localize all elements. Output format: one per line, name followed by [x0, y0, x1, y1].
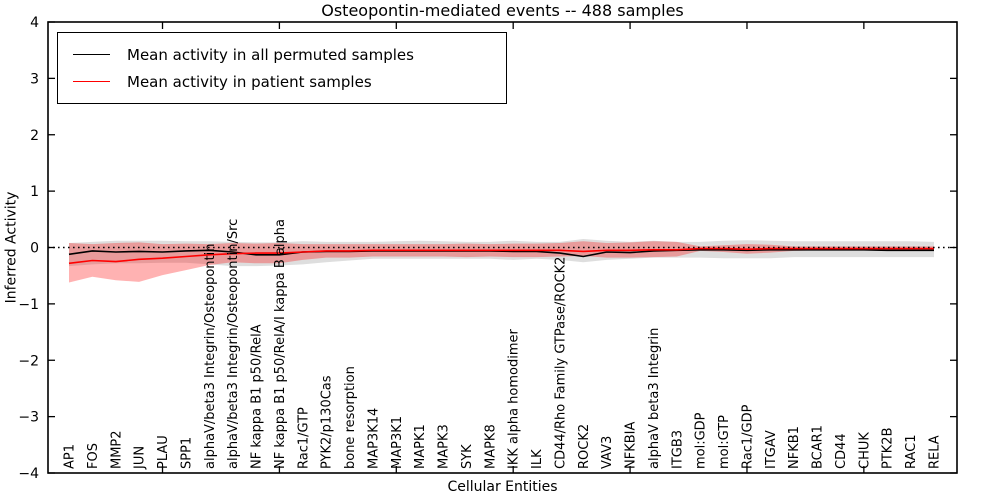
y-tick-label: 1 [30, 184, 39, 200]
x-tick-label: NFKB1 [787, 426, 802, 469]
x-tick-label: MAPK1 [413, 424, 428, 469]
x-tick-label: alphaV/beta3 Integrin/Osteopontin/Src [226, 219, 241, 469]
x-tick-label: CD44 [834, 433, 849, 469]
y-tick-label: −1 [18, 297, 39, 313]
patient-line-swatch [73, 81, 110, 82]
patient-mean-line [68, 247, 934, 265]
chart-title: Osteopontin-mediated events -- 488 sampl… [321, 1, 684, 20]
y-tick-label: 3 [30, 71, 39, 87]
x-tick-label: MAPK3 [437, 424, 452, 469]
x-tick-label: IKK alpha homodimer [507, 328, 522, 469]
x-tick-label: CD44/Rho Family GTPase/ROCK2 [553, 257, 568, 469]
x-tick-label: mol:GTP [717, 415, 732, 469]
y-axis-label: Inferred Activity [3, 191, 20, 304]
x-tick-label: BCAR1 [811, 425, 826, 469]
x-tick-label: Rac1/GTP [296, 407, 311, 469]
y-tick-label: −4 [18, 466, 39, 482]
x-tick-label: CHUK [857, 432, 872, 469]
x-tick-label: PTK2B [881, 428, 896, 470]
y-tick-label: 2 [30, 128, 39, 144]
x-tick-label: NFKBIA [624, 422, 639, 469]
y-tick-label: 0 [30, 241, 39, 257]
x-tick-label: ILK [530, 449, 545, 469]
y-tick-label: 4 [30, 15, 39, 31]
x-axis-label: Cellular Entities [447, 479, 558, 495]
x-tick-label: MAPK8 [483, 424, 498, 469]
x-tick-label: NF kappa B1 p50/RelA [250, 324, 265, 469]
x-tick-label: NF kappa B1 p50/RelA/I kappa B alpha [273, 219, 288, 469]
x-tick-label: VAV3 [600, 436, 615, 469]
legend-label-patient: Mean activity in patient samples [127, 72, 372, 91]
permuted-line-swatch [73, 54, 110, 55]
y-tick-label: −2 [18, 353, 39, 369]
y-tick-label: −3 [18, 410, 39, 426]
x-tick-label: MAP3K14 [366, 408, 381, 469]
x-tick-label: RAC1 [904, 434, 919, 469]
x-tick-label: SPP1 [179, 437, 194, 469]
x-tick-label: ROCK2 [577, 424, 592, 469]
legend-item-permuted: Mean activity in all permuted samples [73, 41, 496, 68]
x-tick-label: SYK [460, 444, 475, 469]
x-tick-label: ITGB3 [670, 430, 685, 469]
x-tick-label: mol:GDP [694, 412, 709, 469]
x-tick-label: PYK2/p130Cas [320, 375, 335, 469]
permuted-mean-line [68, 249, 934, 258]
permuted-band [69, 239, 934, 267]
x-tick-label: MAP3K1 [390, 416, 405, 469]
x-tick-label: PLAU [156, 435, 171, 469]
x-tick-label: RELA [928, 435, 943, 469]
x-tick-label: FOS [86, 443, 101, 469]
x-tick-label: AP1 [63, 444, 78, 469]
legend-item-patient: Mean activity in patient samples [73, 68, 496, 95]
x-tick-label: MMP2 [109, 430, 124, 469]
legend: Mean activity in all permuted samples Me… [57, 32, 507, 104]
patient-band [69, 241, 934, 283]
x-tick-label: alphaV beta3 Integrin [647, 328, 662, 469]
x-tick-label: ITGAV [764, 430, 779, 469]
x-tick-label: bone resorption [343, 366, 358, 469]
x-tick-label: alphaV/beta3 Integrin/Osteopontin [203, 244, 218, 469]
legend-label-permuted: Mean activity in all permuted samples [127, 45, 414, 64]
x-tick-label: JUN [133, 446, 148, 470]
x-tick-label: Rac1/GDP [740, 404, 755, 469]
